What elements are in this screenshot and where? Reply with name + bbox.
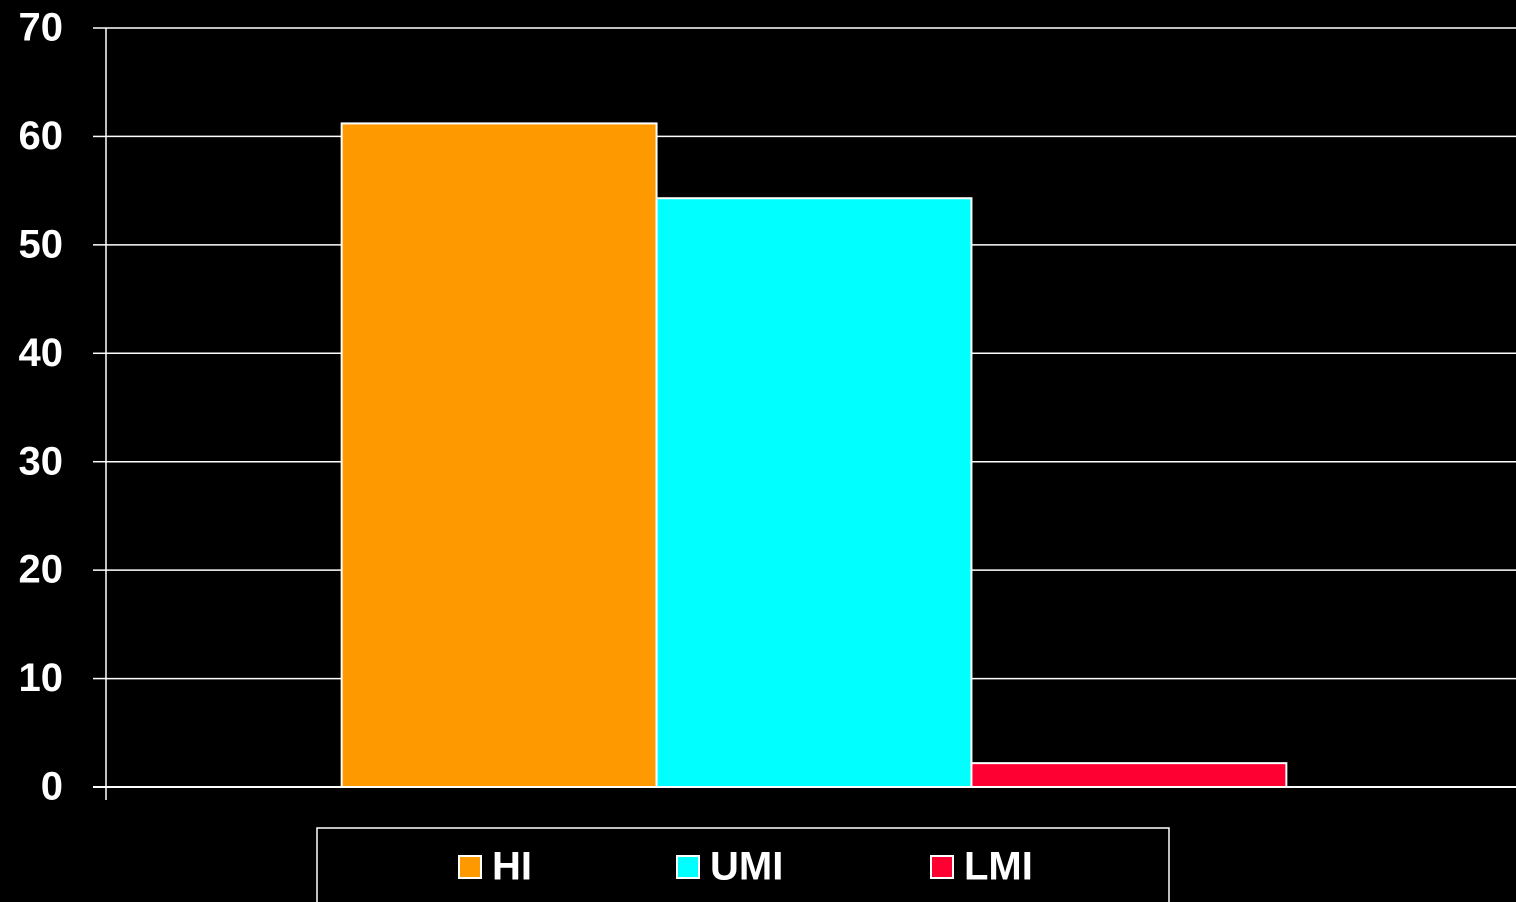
- legend-swatch: [458, 855, 482, 879]
- legend-label: UMI: [710, 845, 783, 889]
- y-tick-label: 40: [19, 331, 64, 375]
- y-tick-label: 10: [19, 656, 64, 700]
- y-tick-label: 30: [19, 439, 64, 483]
- legend-swatch: [930, 855, 954, 879]
- y-tick-label: 50: [19, 222, 64, 266]
- bar: [340, 122, 658, 789]
- bar: [970, 762, 1288, 788]
- y-tick-label: 70: [19, 6, 64, 50]
- y-tick-label: 60: [19, 114, 64, 158]
- legend-swatch: [676, 855, 700, 879]
- y-tick-label: 20: [19, 548, 64, 592]
- y-tick-label: 0: [41, 765, 63, 809]
- bar: [655, 197, 973, 789]
- legend-label: HI: [492, 845, 532, 889]
- legend-label: LMI: [964, 845, 1033, 889]
